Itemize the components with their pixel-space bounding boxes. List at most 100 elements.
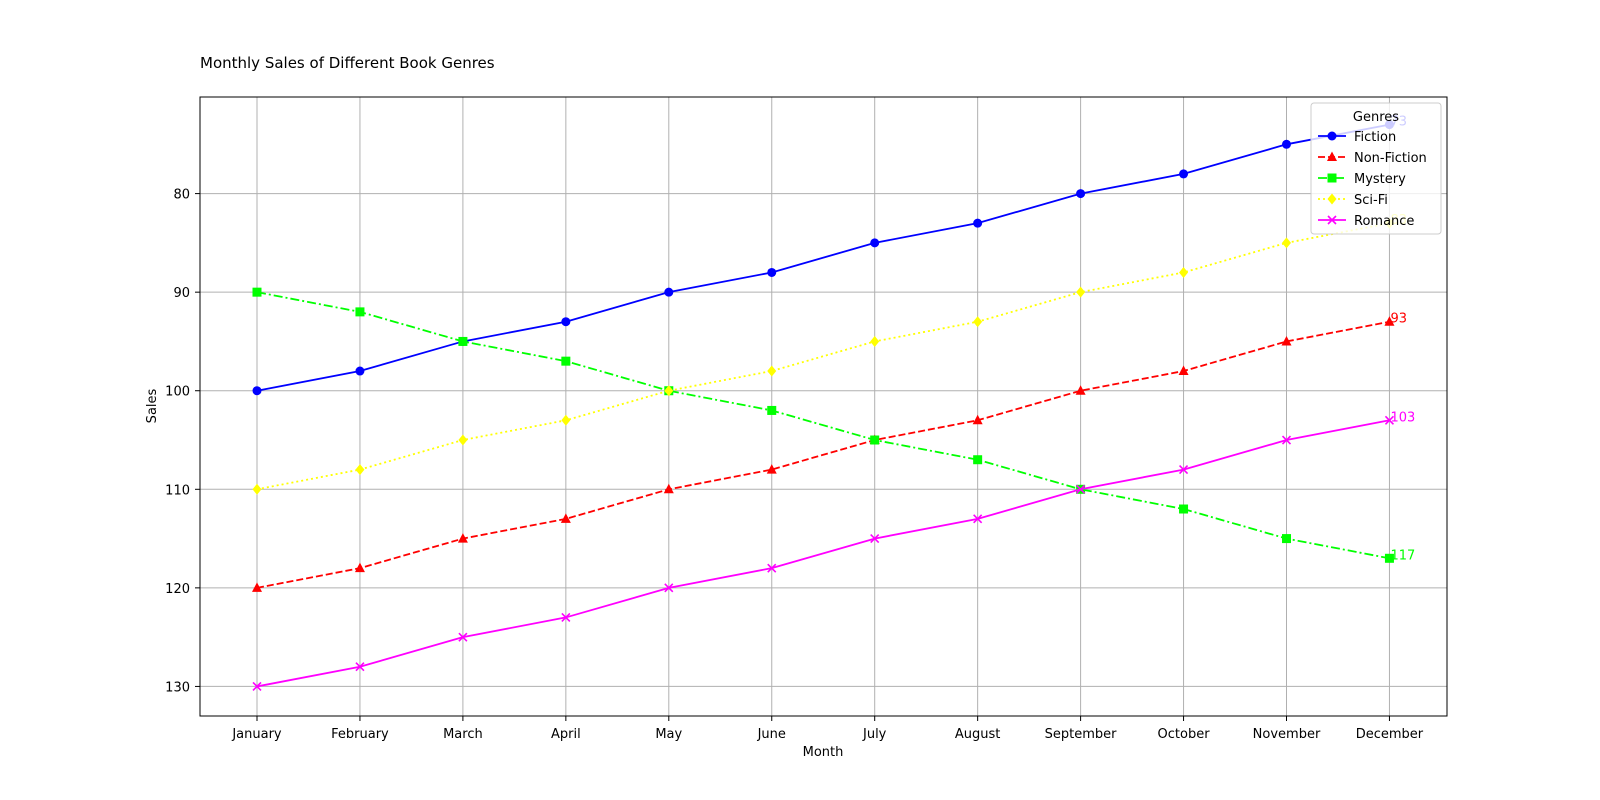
data-point-fiction [664, 287, 674, 297]
data-point-mystery [767, 405, 777, 415]
plot-area [199, 96, 1448, 717]
data-point-sci-fi [1179, 266, 1189, 278]
data-point-sci-fi [458, 434, 468, 446]
data-point-fiction [767, 267, 777, 277]
data-point-sci-fi [252, 483, 262, 495]
data-point-mystery [1179, 504, 1189, 514]
data-point-non-fiction [1075, 385, 1086, 395]
legend-label-sci-fi: Sci-Fi [1354, 193, 1388, 208]
data-point-fiction [561, 317, 571, 327]
data-point-non-fiction [663, 483, 674, 494]
data-point-romance [458, 632, 468, 642]
x-tick-label: March [443, 727, 483, 742]
data-point-mystery [870, 435, 880, 445]
series-line-mystery [256, 291, 1390, 560]
series-lines [252, 120, 1395, 691]
series-line-fiction [256, 123, 1390, 392]
data-point-sci-fi [561, 414, 571, 426]
data-point-romance [1281, 435, 1292, 445]
data-label-romance: 103 [1390, 410, 1415, 425]
y-tick-label: 120 [165, 582, 190, 597]
legend-item-mystery: Mystery [1318, 172, 1406, 187]
series-line-romance [256, 419, 1390, 688]
grid [200, 97, 1447, 716]
series-romance [252, 415, 1395, 691]
legend-item-romance: Romance [1318, 214, 1414, 229]
data-point-mystery [1384, 553, 1394, 563]
legend-item-non-fiction: Non-Fiction [1318, 151, 1427, 166]
data-point-romance [973, 514, 983, 524]
data-point-non-fiction [766, 464, 777, 474]
series-sci-fi [252, 217, 1394, 495]
legend-title: Genres [1353, 110, 1399, 125]
data-point-non-fiction [1384, 316, 1395, 326]
legend-marker-mystery [1327, 173, 1337, 183]
data-point-fiction [252, 386, 262, 396]
data-point-mystery [561, 356, 571, 366]
legend: Genres Fiction Non-Fiction Mystery Sci-Fi Ro… [1310, 102, 1442, 235]
data-point-non-fiction [252, 582, 262, 592]
legend-marker-sci-fi [1327, 193, 1337, 205]
x-tick-label: September [1045, 727, 1118, 742]
data-point-fiction [1076, 189, 1086, 199]
legend-item-sci-fi: Sci-Fi [1318, 193, 1388, 208]
legend-label-mystery: Mystery [1354, 172, 1406, 187]
y-tick-label: 110 [165, 483, 190, 498]
data-point-mystery [1282, 534, 1291, 544]
x-tick-label: June [757, 727, 786, 742]
legend-marker-non-fiction [1327, 151, 1337, 161]
data-point-fiction [1179, 169, 1189, 179]
y-axis: 80 90 100 110 120 130 [165, 188, 200, 695]
series-non-fiction [252, 316, 1395, 592]
x-axis-title: Month [803, 745, 844, 760]
data-point-fiction [973, 218, 983, 228]
series-mystery [252, 287, 1394, 563]
data-point-romance [561, 612, 571, 622]
data-label-non-fiction: 93 [1390, 312, 1407, 327]
data-point-non-fiction [972, 414, 983, 425]
data-point-romance [664, 583, 674, 593]
y-tick-label: 90 [173, 286, 190, 301]
data-point-non-fiction [1281, 335, 1292, 346]
data-point-romance [767, 563, 777, 573]
series-line-sci-fi [256, 222, 1390, 491]
x-tick-label: April [551, 727, 581, 742]
legend-items: Fiction Non-Fiction Mystery Sci-Fi Romance [1318, 130, 1427, 229]
legend-item-fiction: Fiction [1318, 130, 1396, 145]
legend-marker-fiction [1327, 131, 1337, 141]
data-point-romance [1076, 484, 1086, 494]
x-tick-label: December [1356, 727, 1424, 742]
data-point-sci-fi [973, 316, 983, 328]
x-tick-label: January [231, 727, 282, 742]
x-tick-label: October [1158, 727, 1211, 742]
data-point-sci-fi [1282, 237, 1291, 249]
data-point-fiction [1282, 139, 1291, 149]
data-point-mystery [252, 287, 262, 297]
data-point-fiction [870, 238, 880, 248]
legend-label-romance: Romance [1354, 214, 1414, 229]
x-tick-label: November [1253, 727, 1321, 742]
data-point-romance [1178, 465, 1189, 475]
y-tick-label: 100 [165, 385, 190, 400]
x-tick-label: February [331, 727, 389, 742]
legend-marker-romance [1327, 215, 1337, 225]
x-tick-label: August [955, 727, 1001, 742]
data-point-romance [870, 534, 880, 544]
x-tick-label: May [655, 727, 682, 742]
data-point-sci-fi [664, 385, 674, 397]
data-point-non-fiction [457, 533, 468, 543]
data-point-non-fiction [560, 513, 571, 523]
data-point-mystery [973, 455, 983, 465]
data-point-mystery [458, 336, 468, 346]
data-point-romance [1384, 415, 1395, 425]
legend-label-non-fiction: Non-Fiction [1354, 151, 1427, 166]
y-tick-label: 130 [165, 680, 190, 695]
data-point-sci-fi [355, 464, 365, 476]
legend-label-fiction: Fiction [1354, 130, 1396, 145]
series-fiction [252, 120, 1394, 396]
data-point-romance [252, 681, 262, 691]
series-line-non-fiction [256, 320, 1390, 589]
x-axis: January February March April May June July Augu… [231, 716, 1424, 742]
data-point-non-fiction [1178, 365, 1189, 376]
